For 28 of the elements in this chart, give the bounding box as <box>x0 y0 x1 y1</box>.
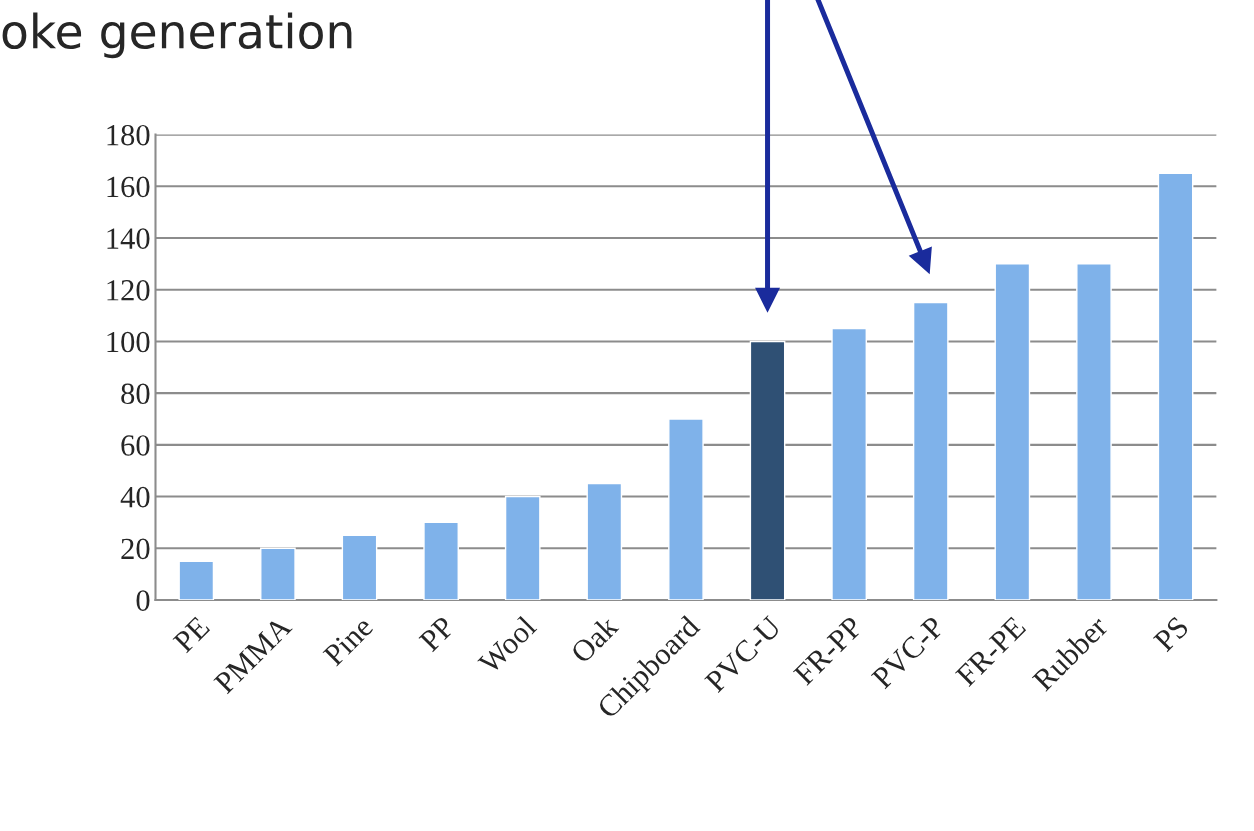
x-tick-label: Pine <box>322 615 374 667</box>
x-tick-label: PE <box>172 615 211 654</box>
bar <box>1076 263 1112 600</box>
x-tick-label: PS <box>1152 615 1190 653</box>
bar <box>423 521 459 600</box>
y-tick-label: 80 <box>121 383 150 405</box>
y-tick-label: 180 <box>107 124 150 146</box>
y-tick-label: 140 <box>107 228 150 249</box>
bar <box>260 547 296 600</box>
x-tick-label: PP <box>418 615 456 653</box>
bar <box>178 560 215 600</box>
chart-title: oke generation <box>2 12 352 59</box>
bar <box>504 495 541 600</box>
bar <box>831 327 867 600</box>
y-tick-label: 100 <box>107 331 150 353</box>
bar <box>749 340 786 600</box>
bar <box>1157 172 1194 600</box>
y-tick-label: 40 <box>120 486 150 508</box>
bar <box>912 301 949 600</box>
bar <box>341 534 378 600</box>
y-tick-label: 0 <box>136 590 150 611</box>
y-tick-label: 60 <box>121 435 150 456</box>
bar <box>668 418 704 600</box>
bar <box>586 482 623 600</box>
y-tick-label: 160 <box>107 176 150 198</box>
bar <box>994 263 1031 600</box>
y-tick-label: 120 <box>107 280 150 301</box>
y-tick-label: 20 <box>121 538 150 560</box>
